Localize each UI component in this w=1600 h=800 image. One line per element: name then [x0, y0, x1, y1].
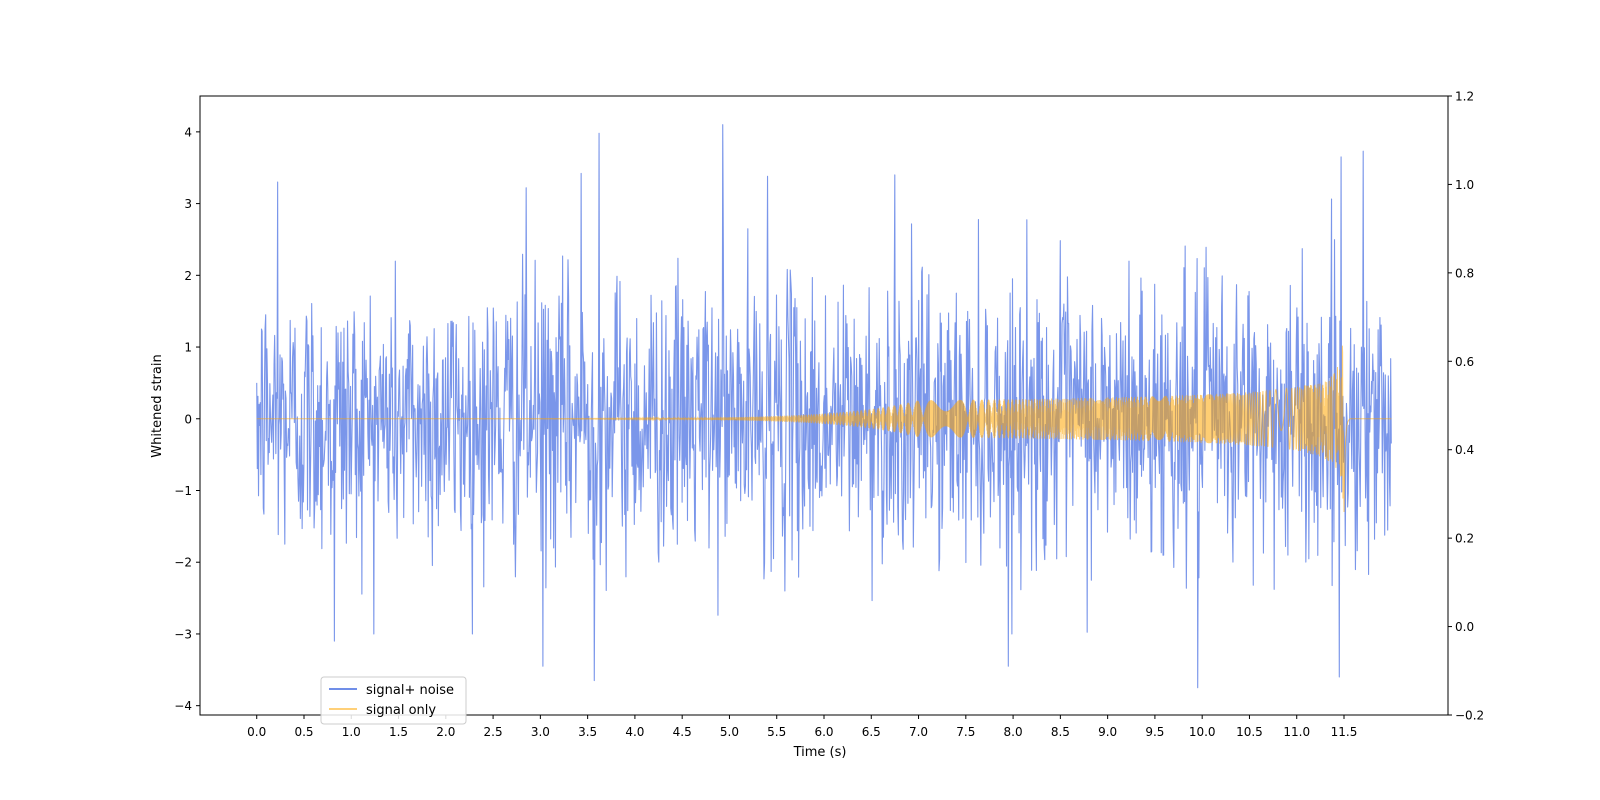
x-tick-label: 3.0: [531, 725, 550, 739]
x-tick-label: 8.5: [1051, 725, 1070, 739]
x-tick-label: 8.0: [1004, 725, 1023, 739]
x-tick-label: 2.0: [436, 725, 455, 739]
y-tick-label: 0: [184, 412, 192, 426]
x-axis: 0.0 0.5 1.0 1.5 2.0 2.5 3.0 3.5 4.0 4.5 5.0 5.5 6.0 6…: [247, 715, 1357, 739]
x-tick-label: 4.0: [625, 725, 644, 739]
y2-tick-label: 1.0: [1455, 178, 1474, 192]
x-tick-label: 9.5: [1145, 725, 1164, 739]
x-tick-label: 10.5: [1236, 725, 1263, 739]
x-axis-label: Time (s): [793, 745, 847, 760]
y2-axis: 1.2 1.0 0.8 0.6 0.4 0.2 0.0 −0.2: [1448, 90, 1484, 723]
x-tick-label: 3.5: [578, 725, 597, 739]
series-line-signal-only: [256, 345, 1392, 513]
y2-tick-label: 0.0: [1455, 620, 1474, 634]
x-tick-label: 6.0: [814, 725, 833, 739]
x-tick-label: 0.0: [247, 725, 266, 739]
x-tick-label: 11.0: [1283, 725, 1310, 739]
x-tick-label: 0.5: [294, 725, 313, 739]
y-tick-label: 3: [184, 197, 192, 211]
y-tick-label: 2: [184, 269, 192, 283]
x-tick-label: 9.0: [1098, 725, 1117, 739]
legend: signal+ noise signal only: [320, 676, 467, 725]
y-axis: 4 3 2 1 0 −1 −2 −3 −4: [174, 125, 200, 713]
y2-tick-label: −0.2: [1455, 709, 1484, 723]
x-tick-label: 5.5: [767, 725, 786, 739]
y2-tick-label: 0.4: [1455, 443, 1474, 457]
y2-tick-label: 0.8: [1455, 266, 1474, 280]
x-tick-label: 7.5: [956, 725, 975, 739]
x-tick-label: 1.5: [389, 725, 408, 739]
y-tick-label: −2: [174, 556, 192, 570]
legend-label-signal-noise: signal+ noise: [366, 683, 454, 698]
y2-tick-label: 1.2: [1455, 90, 1474, 104]
x-tick-label: 7.0: [909, 725, 928, 739]
x-tick-label: 5.0: [720, 725, 739, 739]
x-tick-label: 10.0: [1189, 725, 1216, 739]
x-tick-label: 11.5: [1331, 725, 1358, 739]
legend-box: [320, 676, 467, 725]
y-tick-label: −1: [174, 484, 192, 498]
x-tick-label: 4.5: [673, 725, 692, 739]
y-tick-label: −4: [174, 699, 192, 713]
y2-tick-label: 0.2: [1455, 532, 1474, 546]
x-tick-label: 2.5: [484, 725, 503, 739]
y2-tick-label: 0.6: [1455, 355, 1474, 369]
x-tick-label: 1.0: [342, 725, 361, 739]
y-axis-label: Whitened strain: [150, 354, 165, 457]
series-line-signal-noise: [256, 124, 1392, 689]
x-tick-label: 6.5: [862, 725, 881, 739]
y-tick-label: −3: [174, 627, 192, 641]
y-tick-label: 1: [184, 341, 192, 355]
plot-series: [256, 124, 1392, 689]
y-tick-label: 4: [184, 125, 192, 139]
legend-label-signal-only: signal only: [366, 703, 436, 718]
